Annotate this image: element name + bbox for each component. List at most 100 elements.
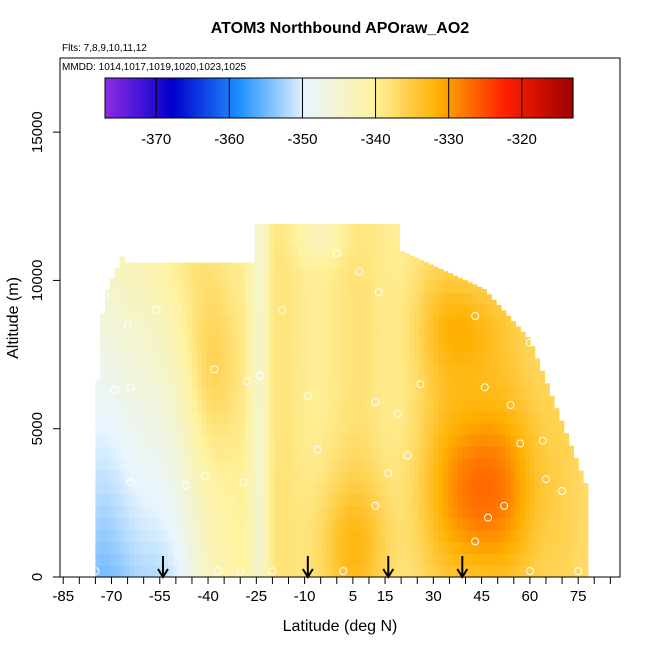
heatmap-cell [346, 327, 352, 341]
colorbar-segment [453, 78, 457, 118]
heatmap-cell [360, 387, 367, 400]
heatmap-cell [216, 482, 222, 495]
heatmap-cell [510, 351, 516, 365]
heatmap-cell [515, 387, 521, 400]
heatmap-cell [375, 493, 381, 507]
heatmap-cell [225, 458, 232, 471]
heatmap-cell [109, 351, 116, 365]
heatmap-cell [220, 529, 227, 543]
heatmap-cell [162, 541, 169, 554]
heatmap-cell [138, 493, 145, 507]
heatmap-cell [138, 262, 145, 270]
heatmap-cell [582, 553, 589, 566]
heatmap-cell [525, 482, 531, 495]
heatmap-cell [389, 256, 396, 270]
heatmap-cell [196, 375, 203, 388]
heatmap-cell [249, 327, 256, 341]
colorbar-segment [561, 78, 565, 118]
heatmap-cell [235, 493, 241, 507]
heatmap-cell [129, 351, 135, 365]
heatmap-cell [447, 422, 454, 436]
heatmap-cell [269, 244, 275, 258]
observation-point [500, 501, 509, 510]
heatmap-cell [438, 399, 444, 412]
heatmap-cell [452, 541, 459, 554]
y-axis-label: Altitude (m) [5, 277, 22, 359]
heatmap-cell [389, 399, 396, 412]
heatmap-cell [274, 351, 280, 365]
heatmap-cell [245, 565, 251, 578]
heatmap-cell [341, 304, 348, 317]
heatmap-cell [414, 375, 420, 388]
heatmap-cell [167, 280, 174, 293]
heatmap-cell [447, 493, 454, 507]
heatmap-cell [409, 422, 415, 436]
heatmap-cell [486, 387, 492, 400]
heatmap-cell [418, 410, 425, 424]
heatmap-cell [554, 408, 560, 412]
heatmap-cell [525, 529, 531, 543]
heatmap-cell [196, 422, 203, 436]
heatmap-cell [505, 375, 512, 388]
heatmap-cell [235, 304, 241, 317]
heatmap-cell [331, 446, 338, 459]
colorbar-segment [365, 78, 369, 118]
observation-point [313, 445, 322, 454]
heatmap-cell [302, 493, 309, 507]
heatmap-cell [274, 327, 280, 341]
heatmap-cell [100, 541, 106, 554]
heatmap-cell [124, 434, 130, 448]
heatmap-cell [278, 422, 285, 436]
heatmap-cell [196, 268, 203, 282]
heatmap-cell [269, 316, 275, 329]
heatmap-cell [259, 458, 265, 471]
heatmap-cell [196, 399, 203, 412]
heatmap-cell [230, 327, 236, 341]
heatmap-cell [240, 482, 246, 495]
heatmap-cell [249, 493, 256, 507]
colorbar-segment [113, 78, 118, 118]
heatmap-cell [235, 470, 241, 483]
heatmap-cell [293, 541, 299, 554]
heatmap-cell [167, 363, 174, 376]
heatmap-cell [158, 280, 164, 293]
heatmap-cell [129, 541, 135, 554]
heatmap-cell [428, 458, 434, 471]
heatmap-cell [515, 422, 521, 436]
heatmap-cell [457, 446, 463, 459]
heatmap-cell [153, 565, 159, 578]
heatmap-cell [433, 422, 439, 436]
heatmap-cell [452, 470, 459, 483]
heatmap-cell [428, 541, 434, 554]
heatmap-cell [158, 493, 164, 507]
heatmap-cell [573, 458, 579, 471]
heatmap-cell [225, 304, 232, 317]
heatmap-cell [148, 316, 154, 329]
heatmap-cell [278, 327, 285, 341]
heatmap-cell [158, 529, 164, 543]
heatmap-cell [216, 280, 222, 293]
heatmap-cell [245, 262, 251, 270]
heatmap-cell [447, 434, 454, 448]
heatmap-cell [254, 339, 261, 353]
heatmap-cell [288, 375, 294, 388]
heatmap-cell [162, 268, 169, 282]
heatmap-cell [375, 232, 381, 246]
heatmap-cell [317, 482, 323, 495]
heatmap-cell [399, 482, 405, 495]
heatmap-cell [385, 327, 391, 341]
heatmap-cell [105, 482, 111, 495]
heatmap-cell [288, 268, 294, 282]
heatmap-cell [293, 339, 299, 353]
colorbar-segment [359, 78, 363, 118]
heatmap-cell [254, 304, 261, 317]
heatmap-cell [105, 304, 111, 317]
heatmap-cell [385, 422, 391, 436]
heatmap-cell [317, 316, 323, 329]
heatmap-cell [549, 482, 555, 495]
colorbar-segment [502, 78, 507, 118]
heatmap-cell [288, 363, 294, 376]
heatmap-cell [360, 553, 367, 566]
heatmap-cell [302, 422, 309, 436]
heatmap-cell [438, 565, 444, 578]
